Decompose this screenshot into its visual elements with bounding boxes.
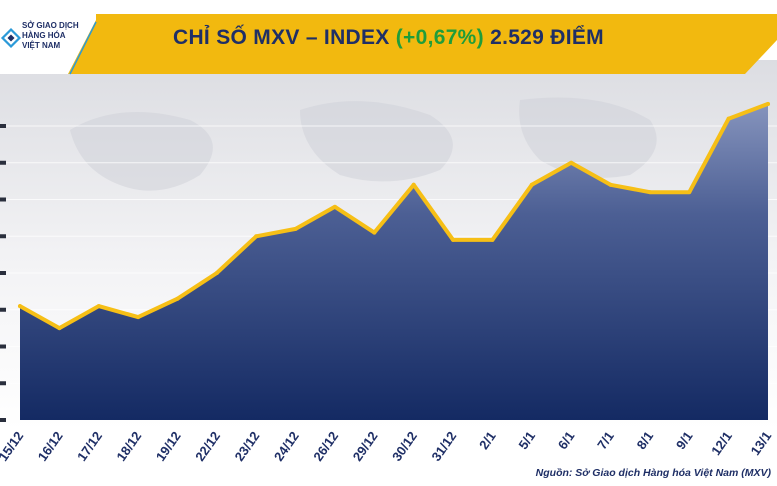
- x-label-7-1: 7/1: [594, 429, 617, 452]
- x-label-8-1: 8/1: [634, 429, 657, 452]
- logo-line-1: SỞ GIAO DỊCH: [22, 21, 79, 30]
- x-label-22-12: 22/12: [192, 429, 223, 464]
- data-point-31-12: [451, 237, 456, 242]
- logo-divider: [69, 21, 97, 75]
- world-map-watermark: [70, 97, 657, 191]
- y-tick: [0, 124, 6, 128]
- data-point-17-12: [96, 304, 101, 309]
- data-point-7-1: [608, 182, 613, 187]
- data-point-6-1: [569, 160, 574, 165]
- x-label-16-12: 16/12: [35, 429, 66, 464]
- data-points: [18, 101, 770, 331]
- y-tick: [0, 271, 6, 275]
- x-label-9-1: 9/1: [673, 429, 696, 452]
- x-label-12-1: 12/1: [708, 429, 735, 458]
- x-label-18-12: 18/12: [113, 429, 144, 464]
- data-point-8-1: [647, 190, 652, 195]
- chart-title: CHỈ SỐ MXV – INDEX (+0,67%) 2.529 ĐIỂM: [0, 26, 777, 50]
- y-tick: [0, 160, 6, 165]
- x-label-29-12: 29/12: [350, 429, 381, 464]
- y-tick: [0, 197, 6, 202]
- data-point-9-1: [687, 190, 692, 195]
- logo-plate: [0, 14, 96, 74]
- y-tick: [0, 418, 6, 422]
- y-tick: [0, 344, 6, 349]
- title-change: (+0,67%): [395, 26, 484, 49]
- x-label-30-12: 30/12: [389, 429, 420, 464]
- data-point-12-1: [726, 116, 731, 121]
- x-label-6-1: 6/1: [555, 429, 578, 452]
- data-point-29-12: [372, 230, 377, 235]
- x-label-2-1: 2/1: [476, 429, 499, 452]
- logo-text: SỞ GIAO DỊCH HÀNG HÓA VIỆT NAM: [22, 21, 94, 51]
- x-label-13-1: 13/1: [748, 429, 775, 458]
- data-point-18-12: [136, 315, 141, 320]
- data-point-22-12: [214, 271, 219, 275]
- data-point-5-1: [529, 182, 534, 187]
- x-label-5-1: 5/1: [515, 429, 538, 452]
- data-point-19-12: [175, 296, 180, 301]
- title-prefix: CHỈ SỐ MXV – INDEX: [173, 26, 396, 49]
- x-label-31-12: 31/12: [428, 429, 459, 464]
- x-label-26-12: 26/12: [310, 429, 341, 464]
- area-fill: [20, 103, 768, 421]
- data-point-24-12: [293, 226, 298, 231]
- title-suffix: 2.529 ĐIỂM: [483, 26, 604, 49]
- x-label-19-12: 19/12: [153, 429, 184, 464]
- series-line: [18, 101, 770, 331]
- title-banner: [22, 14, 777, 74]
- logo-line-2: HÀNG HÓA: [22, 31, 66, 40]
- data-point-16-12: [57, 326, 62, 331]
- data-point-13-1: [766, 101, 770, 106]
- mxv-logo: [0, 27, 22, 49]
- data-point-26-12: [332, 204, 337, 209]
- x-axis-labels: 15/12 16/12 17/12 18/12 19/12 22/12 23/12 24/12…: [0, 429, 774, 464]
- y-axis-ticks: [0, 124, 6, 422]
- x-label-23-12: 23/12: [232, 429, 263, 464]
- y-tick: [0, 381, 6, 386]
- x-label-15-12: 15/12: [0, 429, 26, 464]
- data-point-23-12: [254, 234, 259, 239]
- y-tick: [0, 307, 6, 312]
- data-point-15-12: [18, 304, 22, 309]
- logo-line-3: VIỆT NAM: [22, 41, 61, 50]
- y-tick: [0, 234, 6, 239]
- data-point-2-1: [490, 237, 495, 242]
- source-note: Nguồn: Sở Giao dịch Hàng hóa Việt Nam (M…: [535, 467, 771, 479]
- x-label-17-12: 17/12: [74, 429, 105, 464]
- x-label-24-12: 24/12: [271, 429, 302, 464]
- data-point-30-12: [411, 182, 416, 187]
